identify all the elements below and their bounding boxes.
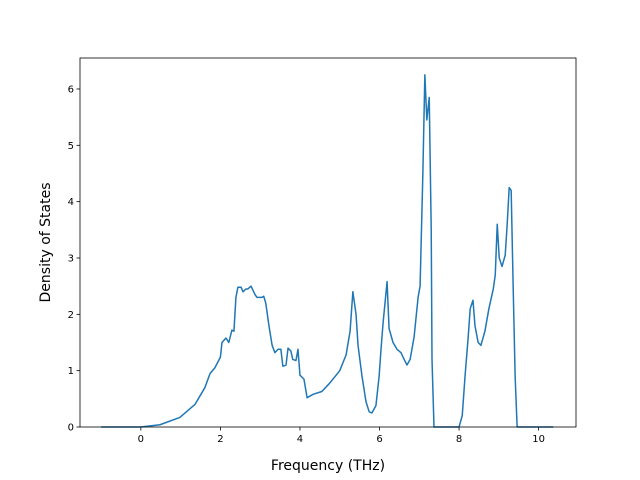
x-tick-label: 6 [376,434,382,445]
x-tick-label: 10 [532,434,545,445]
y-axis-title: Density of States [38,183,54,303]
y-tick-label: 2 [68,310,74,321]
y-tick-label: 5 [68,141,74,152]
x-tick-label: 2 [217,434,223,445]
y-tick-label: 4 [68,197,74,208]
y-tick-label: 3 [68,253,74,264]
x-tick-label: 0 [138,434,144,445]
y-tick-label: 1 [68,366,74,377]
plot-area [80,58,576,427]
x-tick-label: 4 [297,434,303,445]
x-tick-label: 8 [456,434,462,445]
y-tick-label: 6 [68,84,74,95]
y-tick-label: 0 [68,423,74,434]
x-axis-title: Frequency (THz) [271,458,385,474]
axes-frame [79,57,577,428]
line [101,74,554,428]
